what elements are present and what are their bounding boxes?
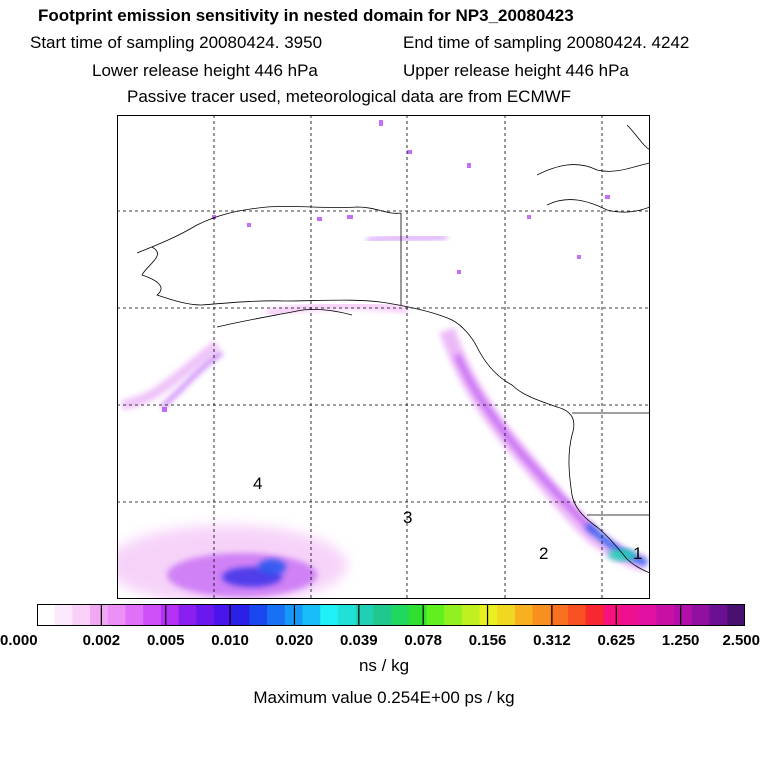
footprint-map: 1 2 3 4	[117, 115, 650, 599]
region-label-3: 3	[403, 508, 412, 527]
colorbar-segment	[90, 604, 109, 626]
coastline-arctic	[136, 206, 402, 254]
colorbar-segment	[337, 604, 356, 626]
colorbar-tick-label: 1.250	[661, 632, 700, 649]
max-value-text: Maximum value 0.254E+00 ps / kg	[253, 688, 515, 707]
colorbar-segment	[54, 604, 73, 626]
colorbar-segment	[231, 604, 250, 626]
colorbar-units: ns / kg	[358, 656, 410, 675]
colorbar-tick-label: 0.002	[82, 632, 121, 649]
colorbar-segment	[585, 604, 604, 626]
colorbar-segment	[426, 604, 445, 626]
coastline-archipelago	[546, 199, 650, 213]
plume-arc-streak	[266, 302, 408, 316]
tracer-info-text: Passive tracer used, meteorological data…	[127, 87, 572, 106]
colorbar-segment	[461, 604, 480, 626]
end-time-text: End time of sampling 20080424. 4242	[403, 33, 690, 52]
colorbar-tick-label: 0.312	[533, 632, 571, 649]
colorbar-segment	[72, 604, 91, 626]
colorbar-segment	[249, 604, 268, 626]
colorbar-segment	[391, 604, 410, 626]
colorbar-segment	[284, 604, 303, 626]
plume-west-core	[160, 351, 224, 409]
colorbar-tick-label: 0.039	[340, 632, 378, 649]
plume-southwest-peak	[258, 559, 286, 575]
colorbar-segment	[408, 604, 427, 626]
coastline-alaska-pacific	[141, 246, 650, 574]
emission-plumes	[117, 120, 649, 599]
colorbar-tick-label: 0.020	[275, 632, 314, 649]
coastline-arctic-islands	[536, 162, 650, 176]
colorbar-segment	[656, 604, 675, 626]
colorbar-segment	[302, 604, 321, 626]
colorbar-segment	[178, 604, 197, 626]
colorbar-segment	[267, 604, 286, 626]
plume-coast-peak	[608, 549, 636, 561]
map-frame	[117, 115, 650, 599]
colorbar-tick-label: 0.000	[0, 632, 38, 649]
colorbar-segment	[638, 604, 657, 626]
colorbar-segment	[709, 604, 728, 626]
colorbar-segment	[691, 604, 710, 626]
plume-coast-core	[584, 522, 649, 567]
lower-release-text: Lower release height 446 hPa	[92, 61, 318, 80]
colorbar-segment	[532, 604, 551, 626]
colorbar-segment	[143, 604, 162, 626]
colorbar-segment	[497, 604, 516, 626]
coastline-greenland-edge	[626, 124, 650, 151]
colorbar-tick-label: 0.156	[468, 632, 507, 649]
colorbar-segment	[125, 604, 144, 626]
colorbar-tick-label: 0.005	[146, 632, 185, 649]
colorbar-segment	[621, 604, 640, 626]
colorbar-tick-label: 0.010	[211, 632, 249, 649]
start-time-text: Start time of sampling 20080424. 3950	[30, 33, 323, 52]
colorbar-tick-label: 2.500	[722, 632, 760, 649]
coastline-aleutians	[216, 308, 353, 328]
plume-coast-mid	[454, 353, 598, 536]
colorbar-segment	[674, 604, 693, 626]
colorbar-segment	[107, 604, 126, 626]
plume-west-outer	[121, 341, 221, 410]
colorbar-tick-label: 0.625	[597, 632, 636, 649]
colorbar-segment	[160, 604, 179, 626]
colorbar-segment	[550, 604, 569, 626]
region-label-1: 1	[633, 544, 642, 563]
region-label-2: 2	[539, 544, 548, 563]
colorbar-segment	[603, 604, 622, 626]
colorbar-segment	[727, 604, 745, 626]
upper-release-text: Upper release height 446 hPa	[403, 61, 629, 80]
graticule	[117, 115, 650, 599]
colorbar-segment	[479, 604, 498, 626]
colorbar-segment	[568, 604, 587, 626]
colorbar-segment	[444, 604, 463, 626]
colorbar-segment	[355, 604, 374, 626]
colorbar-segment	[373, 604, 392, 626]
colorbar-frame	[37, 604, 745, 626]
colorbar-segment	[214, 604, 233, 626]
colorbar-segment	[196, 604, 215, 626]
scattered-specks	[162, 120, 610, 412]
region-label-4: 4	[253, 474, 262, 493]
chart-title: Footprint emission sensitivity in nested…	[38, 6, 574, 25]
colorbar-segment	[320, 604, 339, 626]
colorbar	[37, 604, 745, 626]
plume-north-streak	[366, 235, 448, 242]
colorbar-segment	[514, 604, 533, 626]
colorbar-segment	[37, 604, 56, 626]
colorbar-tick-label: 0.078	[404, 632, 442, 649]
coastlines	[136, 124, 650, 574]
